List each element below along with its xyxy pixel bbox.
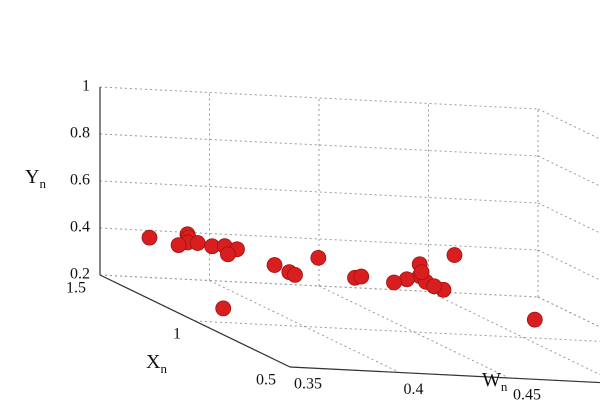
w-axis-line [289,366,600,384]
grid-line-side-wall-y [537,202,600,234]
x-tick-label: 1.5 [66,280,86,297]
grid-line-floor-x [99,274,539,298]
y-tick-label: 0.8 [70,125,90,142]
grid-line-side-wall-y [537,155,600,187]
y-tick-label: 0.4 [70,219,90,236]
grid-lines [99,86,600,384]
grid-line-side-wall-y [537,296,600,328]
data-point [353,268,370,285]
data-point [426,278,443,295]
data-point [266,257,283,273]
data-point [170,237,187,254]
y-axis-label: Yn [25,166,46,191]
grid-line-floor-w [537,296,600,328]
grid-line-back-wall-y [99,227,539,251]
x-tick-label: 0.5 [256,372,276,389]
y-tick-label: 1 [82,78,90,95]
grid-line-floor-x [289,366,600,384]
data-point [189,235,206,251]
axes [99,87,600,384]
y-tick-label: 0.6 [70,172,90,189]
w-axis-label: Wn [482,369,508,394]
grid-line-back-wall-y [99,86,539,110]
grid-line-back-wall-y [99,180,539,204]
w-tick-label: 0.45 [513,387,541,404]
grid-line-floor-w [428,291,600,376]
y-tick-label: 0.2 [70,266,90,283]
x-axis-label: Xn [146,351,167,376]
data-point [310,249,327,266]
grid-line-side-wall-y [537,108,600,140]
data-point [287,266,303,283]
data-point [386,274,402,291]
data-point [220,246,236,263]
grid-line-back-wall-y [99,133,539,157]
data-point [446,247,463,263]
data-point [413,264,430,281]
grid-line-floor-w [318,285,510,379]
grid-line-floor-w [209,280,400,373]
data-point [526,311,543,328]
data-points [141,226,543,328]
grid-line-side-wall-y [537,249,600,281]
w-tick-label: 0.35 [294,376,322,393]
w-tick-label: 0.4 [404,381,424,398]
data-point [215,300,232,317]
x-tick-label: 1 [173,326,181,343]
data-point [141,229,158,246]
x-axis-line [99,274,291,368]
grid-line-floor-x [194,320,600,342]
tick-labels: 0.20.40.60.811.510.50.350.40.450.50.55 [66,78,541,404]
